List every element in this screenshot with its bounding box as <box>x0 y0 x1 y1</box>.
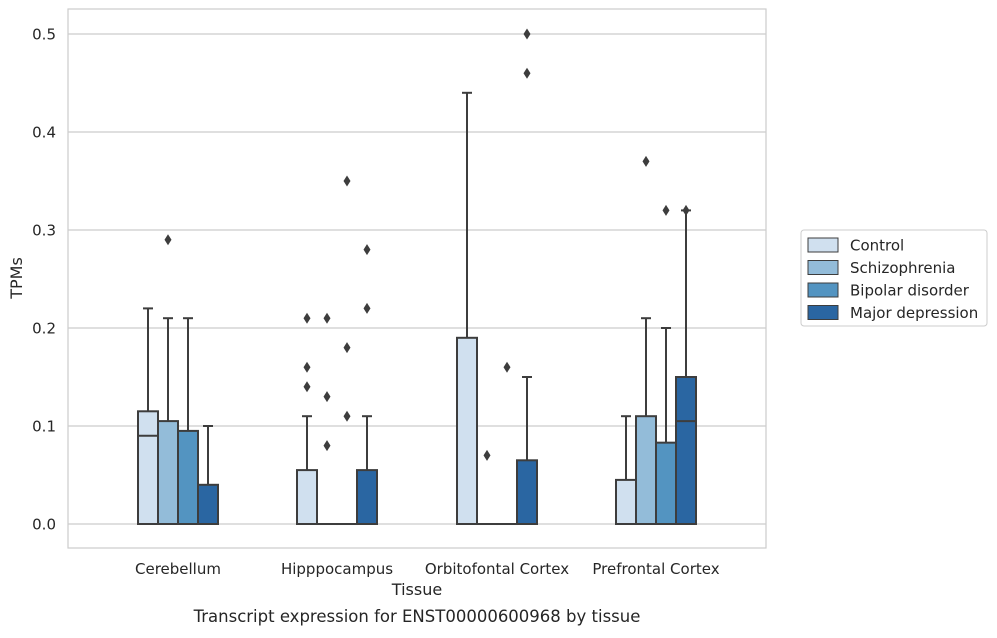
box-body <box>357 470 377 524</box>
legend-label: Control <box>850 237 904 255</box>
y-tick-label: 0.1 <box>32 418 56 436</box>
legend-swatch <box>808 238 838 252</box>
legend: Control Schizophrenia Bipolar disorder Majo… <box>801 230 987 326</box>
legend-swatch <box>808 306 838 320</box>
box-body <box>616 480 636 524</box>
chart-title: Transcript expression for ENST0000060096… <box>193 607 641 626</box>
x-tick-label: Prefrontal Cortex <box>592 560 719 578</box>
legend-item: Bipolar disorder <box>808 282 970 300</box>
box-body <box>676 377 696 524</box>
box-body <box>517 460 537 524</box>
y-tick-label: 0.2 <box>32 320 56 338</box>
legend-swatch <box>808 261 838 275</box>
y-axis-label: TPMs <box>7 257 26 300</box>
box-body <box>198 485 218 524</box>
legend-item: Schizophrenia <box>808 259 955 277</box>
y-tick-label: 0.0 <box>32 516 56 534</box>
y-tick-label: 0.3 <box>32 222 56 240</box>
legend-item: Major depression <box>808 304 978 322</box>
box-body <box>178 431 198 524</box>
legend-label: Schizophrenia <box>850 259 955 277</box>
legend-label: Major depression <box>850 304 978 322</box>
box-body <box>158 421 178 524</box>
box-body <box>457 338 477 524</box>
legend-label: Bipolar disorder <box>850 282 970 300</box>
x-tick-labels: Cerebellum Hipppocampus Orbitofontal Corte… <box>135 560 720 578</box>
box-body <box>636 416 656 524</box>
legend-item: Control <box>808 237 904 255</box>
x-tick-label: Hipppocampus <box>281 560 393 578</box>
box-body <box>656 443 676 524</box>
y-tick-label: 0.4 <box>32 124 56 142</box>
x-tick-label: Cerebellum <box>135 560 221 578</box>
y-tick-labels: 0.0 0.1 0.2 0.3 0.4 0.5 <box>32 26 56 534</box>
x-axis-label: Tissue <box>391 580 442 599</box>
x-tick-label: Orbitofontal Cortex <box>425 560 569 578</box>
box-body <box>297 470 317 524</box>
y-tick-label: 0.5 <box>32 26 56 44</box>
legend-swatch <box>808 283 838 297</box>
box-body <box>138 411 158 524</box>
